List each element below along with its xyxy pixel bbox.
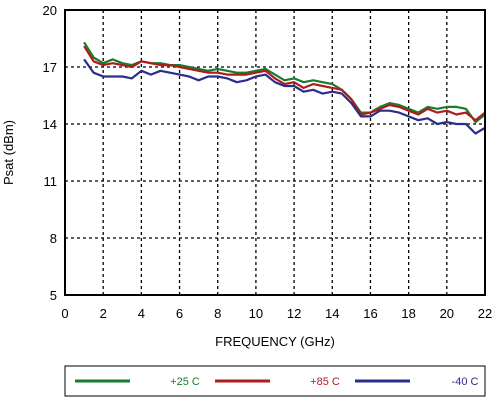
y-tick-label: 14 (43, 117, 57, 132)
x-tick-label: 22 (478, 306, 492, 321)
y-tick-label: 17 (43, 60, 57, 75)
x-tick-label: 16 (363, 306, 377, 321)
x-tick-label: 6 (176, 306, 183, 321)
legend-label: +25 C (170, 376, 200, 388)
x-tick-label: 10 (249, 306, 263, 321)
x-tick-label: 20 (440, 306, 454, 321)
x-tick-labels: 0 2 4 6 8 10 12 14 16 18 20 22 (61, 306, 492, 321)
y-tick-label: 20 (43, 3, 57, 18)
x-tick-label: 14 (325, 306, 339, 321)
series-layer (83, 41, 486, 135)
legend-label: -40 C (452, 376, 479, 388)
y-axis-title: Psat (dBm) (1, 120, 16, 185)
x-tick-label: 0 (61, 306, 68, 321)
series-line-2 (83, 45, 486, 122)
y-tick-label: 5 (50, 288, 57, 303)
x-tick-label: 18 (401, 306, 415, 321)
x-axis-title: FREQUENCY (GHz) (215, 334, 335, 349)
x-tick-label: 2 (100, 306, 107, 321)
y-tick-label: 8 (50, 231, 57, 246)
legend-label: +85 C (310, 376, 340, 388)
y-tick-label: 11 (44, 174, 58, 189)
series-line-3 (83, 58, 486, 135)
y-tick-labels: 5 8 11 14 17 20 (43, 3, 57, 303)
x-tick-label: 4 (138, 306, 145, 321)
plot-frame (64, 9, 486, 296)
x-tick-label: 8 (214, 306, 221, 321)
legend: +25 C +85 C -40 C (75, 376, 479, 388)
legend-box (64, 365, 486, 397)
grid (65, 10, 485, 295)
x-tick-label: 12 (287, 306, 301, 321)
